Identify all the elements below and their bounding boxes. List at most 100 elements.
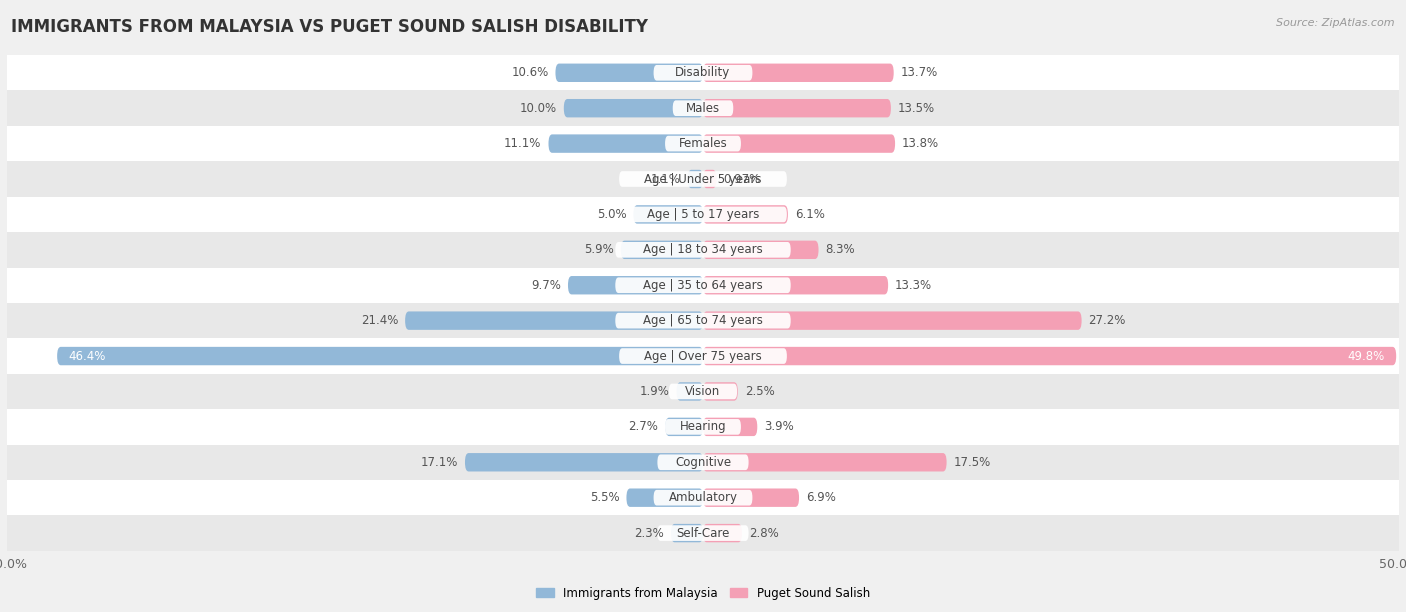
Text: 46.4%: 46.4% — [69, 349, 105, 362]
FancyBboxPatch shape — [669, 384, 737, 399]
FancyBboxPatch shape — [665, 136, 741, 151]
Text: 13.5%: 13.5% — [898, 102, 935, 114]
FancyBboxPatch shape — [7, 126, 1399, 162]
FancyBboxPatch shape — [7, 409, 1399, 444]
Text: 5.9%: 5.9% — [583, 244, 614, 256]
FancyBboxPatch shape — [703, 382, 738, 401]
Text: 21.4%: 21.4% — [361, 314, 398, 327]
FancyBboxPatch shape — [564, 99, 703, 118]
FancyBboxPatch shape — [621, 241, 703, 259]
Text: IMMIGRANTS FROM MALAYSIA VS PUGET SOUND SALISH DISABILITY: IMMIGRANTS FROM MALAYSIA VS PUGET SOUND … — [11, 18, 648, 36]
FancyBboxPatch shape — [703, 453, 946, 471]
Text: 13.3%: 13.3% — [896, 278, 932, 292]
Text: 0.97%: 0.97% — [724, 173, 761, 185]
FancyBboxPatch shape — [654, 65, 752, 81]
FancyBboxPatch shape — [7, 162, 1399, 196]
Text: 17.1%: 17.1% — [420, 456, 458, 469]
Text: 13.8%: 13.8% — [903, 137, 939, 150]
Text: 11.1%: 11.1% — [505, 137, 541, 150]
FancyBboxPatch shape — [665, 419, 741, 435]
FancyBboxPatch shape — [688, 170, 703, 188]
FancyBboxPatch shape — [7, 374, 1399, 409]
FancyBboxPatch shape — [7, 91, 1399, 126]
FancyBboxPatch shape — [654, 490, 752, 506]
FancyBboxPatch shape — [568, 276, 703, 294]
Text: 10.6%: 10.6% — [512, 66, 548, 80]
FancyBboxPatch shape — [658, 525, 748, 541]
FancyBboxPatch shape — [7, 196, 1399, 232]
FancyBboxPatch shape — [616, 313, 790, 329]
Text: 1.9%: 1.9% — [640, 385, 669, 398]
Text: 5.0%: 5.0% — [596, 208, 627, 221]
FancyBboxPatch shape — [7, 338, 1399, 374]
FancyBboxPatch shape — [703, 524, 742, 542]
Text: Cognitive: Cognitive — [675, 456, 731, 469]
FancyBboxPatch shape — [465, 453, 703, 471]
FancyBboxPatch shape — [703, 276, 889, 294]
Text: 2.5%: 2.5% — [745, 385, 775, 398]
FancyBboxPatch shape — [58, 347, 703, 365]
Text: 1.1%: 1.1% — [651, 173, 681, 185]
FancyBboxPatch shape — [703, 205, 787, 223]
Text: Age | Over 75 years: Age | Over 75 years — [644, 349, 762, 362]
Text: 13.7%: 13.7% — [901, 66, 938, 80]
Text: 49.8%: 49.8% — [1348, 349, 1385, 362]
Text: 8.3%: 8.3% — [825, 244, 855, 256]
FancyBboxPatch shape — [703, 488, 799, 507]
FancyBboxPatch shape — [7, 515, 1399, 551]
Text: 27.2%: 27.2% — [1088, 314, 1126, 327]
FancyBboxPatch shape — [619, 348, 787, 364]
FancyBboxPatch shape — [555, 64, 703, 82]
FancyBboxPatch shape — [703, 312, 1081, 330]
FancyBboxPatch shape — [703, 347, 1396, 365]
Text: Males: Males — [686, 102, 720, 114]
FancyBboxPatch shape — [619, 171, 787, 187]
Text: 6.9%: 6.9% — [806, 491, 837, 504]
FancyBboxPatch shape — [7, 267, 1399, 303]
Text: Hearing: Hearing — [679, 420, 727, 433]
Text: 6.1%: 6.1% — [794, 208, 825, 221]
Text: 2.8%: 2.8% — [749, 526, 779, 540]
FancyBboxPatch shape — [405, 312, 703, 330]
Text: Vision: Vision — [685, 385, 721, 398]
Text: 17.5%: 17.5% — [953, 456, 991, 469]
Text: Disability: Disability — [675, 66, 731, 80]
Text: 3.9%: 3.9% — [765, 420, 794, 433]
Text: 10.0%: 10.0% — [520, 102, 557, 114]
Text: 2.3%: 2.3% — [634, 526, 664, 540]
Text: 9.7%: 9.7% — [531, 278, 561, 292]
FancyBboxPatch shape — [703, 135, 896, 153]
Text: 5.5%: 5.5% — [591, 491, 620, 504]
FancyBboxPatch shape — [7, 444, 1399, 480]
FancyBboxPatch shape — [616, 277, 790, 293]
FancyBboxPatch shape — [7, 55, 1399, 91]
FancyBboxPatch shape — [7, 480, 1399, 515]
Text: Females: Females — [679, 137, 727, 150]
Text: Age | 35 to 64 years: Age | 35 to 64 years — [643, 278, 763, 292]
Text: Age | 5 to 17 years: Age | 5 to 17 years — [647, 208, 759, 221]
Text: Age | 18 to 34 years: Age | 18 to 34 years — [643, 244, 763, 256]
FancyBboxPatch shape — [703, 64, 894, 82]
FancyBboxPatch shape — [671, 524, 703, 542]
Legend: Immigrants from Malaysia, Puget Sound Salish: Immigrants from Malaysia, Puget Sound Sa… — [531, 582, 875, 605]
FancyBboxPatch shape — [616, 242, 790, 258]
FancyBboxPatch shape — [627, 488, 703, 507]
FancyBboxPatch shape — [703, 99, 891, 118]
Text: 2.7%: 2.7% — [628, 420, 658, 433]
FancyBboxPatch shape — [672, 100, 734, 116]
FancyBboxPatch shape — [7, 232, 1399, 267]
FancyBboxPatch shape — [548, 135, 703, 153]
FancyBboxPatch shape — [676, 382, 703, 401]
FancyBboxPatch shape — [665, 417, 703, 436]
FancyBboxPatch shape — [633, 205, 703, 223]
Text: Self-Care: Self-Care — [676, 526, 730, 540]
Text: Age | 65 to 74 years: Age | 65 to 74 years — [643, 314, 763, 327]
Text: Age | Under 5 years: Age | Under 5 years — [644, 173, 762, 185]
FancyBboxPatch shape — [7, 303, 1399, 338]
FancyBboxPatch shape — [703, 241, 818, 259]
FancyBboxPatch shape — [703, 417, 758, 436]
FancyBboxPatch shape — [619, 207, 787, 222]
FancyBboxPatch shape — [703, 170, 717, 188]
Text: Ambulatory: Ambulatory — [668, 491, 738, 504]
Text: Source: ZipAtlas.com: Source: ZipAtlas.com — [1277, 18, 1395, 28]
